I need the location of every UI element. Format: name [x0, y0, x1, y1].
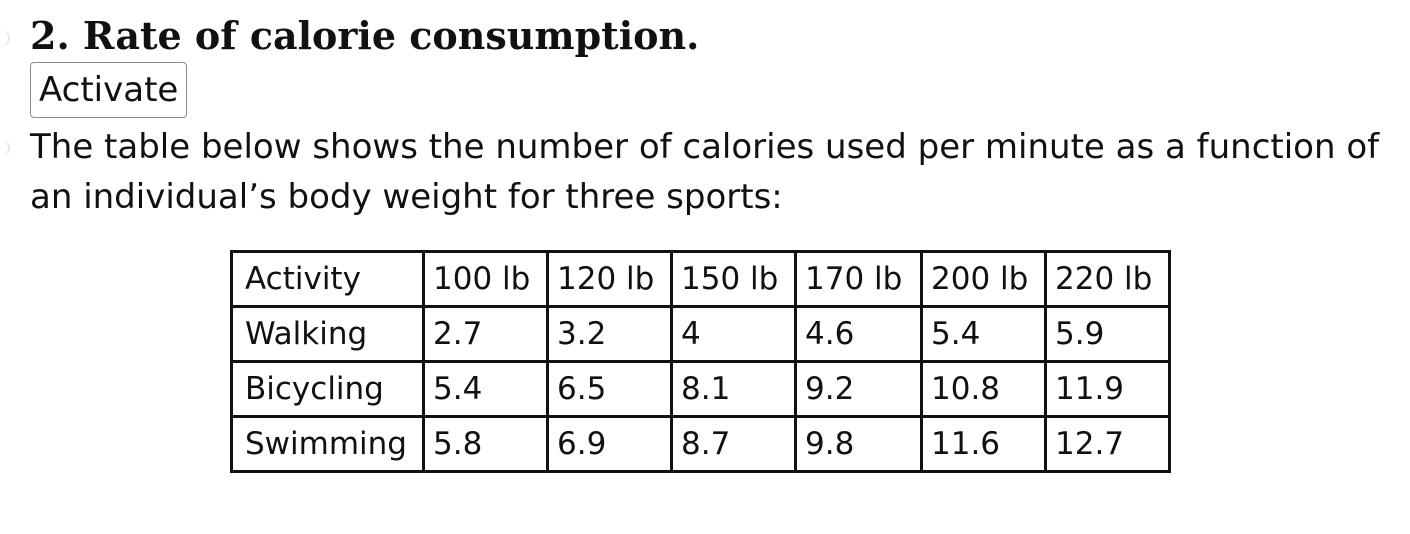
table-header-row: Activity 100 lb 120 lb 150 lb 170 lb 200…	[230, 250, 1171, 308]
header-cell: 200 lb	[920, 250, 1047, 308]
table-row: Bicycling 5.4 6.5 8.1 9.2 10.8 11.9	[230, 360, 1171, 418]
header-cell: 120 lb	[546, 250, 673, 308]
header-cell: 150 lb	[670, 250, 797, 308]
value-cell: 8.7	[670, 415, 797, 473]
paragraph-marker-icon	[0, 140, 10, 156]
heading-marker-icon	[0, 30, 10, 46]
value-cell: 2.7	[422, 305, 549, 363]
value-cell: 6.5	[546, 360, 673, 418]
activity-cell: Bicycling	[230, 360, 425, 418]
header-cell: Activity	[230, 250, 425, 308]
value-cell: 4.6	[794, 305, 923, 363]
value-cell: 6.9	[546, 415, 673, 473]
value-cell: 12.7	[1044, 415, 1171, 473]
header-cell: 170 lb	[794, 250, 923, 308]
value-cell: 5.9	[1044, 305, 1171, 363]
problem-heading: 2. Rate of calorie consumption.	[30, 13, 700, 58]
value-cell: 11.9	[1044, 360, 1171, 418]
value-cell: 5.4	[422, 360, 549, 418]
value-cell: 9.2	[794, 360, 923, 418]
calorie-table: Activity 100 lb 120 lb 150 lb 170 lb 200…	[230, 250, 1171, 473]
value-cell: 3.2	[546, 305, 673, 363]
table-row: Walking 2.7 3.2 4 4.6 5.4 5.9	[230, 305, 1171, 363]
value-cell: 5.4	[920, 305, 1047, 363]
header-cell: 100 lb	[422, 250, 549, 308]
activate-button[interactable]: Activate	[30, 62, 188, 118]
value-cell: 11.6	[920, 415, 1047, 473]
value-cell: 9.8	[794, 415, 923, 473]
value-cell: 10.8	[920, 360, 1047, 418]
value-cell: 5.8	[422, 415, 549, 473]
header-cell: 220 lb	[1044, 250, 1171, 308]
problem-page: 2. Rate of calorie consumption. Activate…	[8, 0, 1390, 534]
activity-cell: Walking	[230, 305, 425, 363]
activity-cell: Swimming	[230, 415, 425, 473]
value-cell: 8.1	[670, 360, 797, 418]
table-row: Swimming 5.8 6.9 8.7 9.8 11.6 12.7	[230, 415, 1171, 473]
value-cell: 4	[670, 305, 797, 363]
intro-paragraph: The table below shows the number of calo…	[30, 127, 1380, 217]
